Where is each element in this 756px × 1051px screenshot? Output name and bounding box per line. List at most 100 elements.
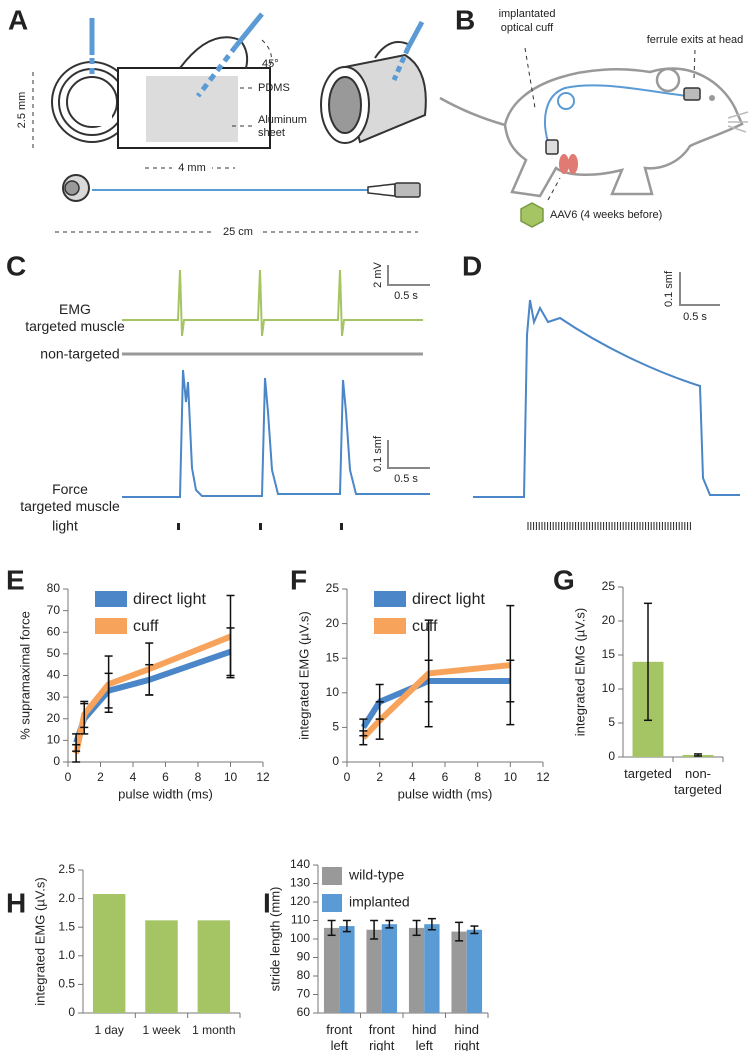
- error-bar: [427, 917, 436, 931]
- y-tick-label: 5: [332, 720, 339, 734]
- y-tick-label: 1.0: [58, 948, 75, 962]
- trace-label: Force targeted muscle: [20, 481, 120, 514]
- x-tick-label: 10: [504, 770, 518, 784]
- error-bar: [470, 925, 479, 935]
- legend-swatch: [322, 894, 342, 912]
- scale-label: 0.5 s: [394, 473, 418, 485]
- x-axis-label: pulse width (ms): [398, 786, 493, 801]
- y-axis-label: % supramaximal force: [17, 611, 32, 740]
- y-tick-label: 1.5: [58, 919, 75, 933]
- x-tick-label-line: hind: [412, 1022, 437, 1037]
- error-bar: [694, 753, 702, 757]
- traces: [122, 265, 740, 530]
- y-tick-label: 0.5: [58, 977, 75, 991]
- scale-label: 0.1 smf: [663, 270, 675, 307]
- y-tick-label: 110: [291, 913, 310, 927]
- error-bar: [455, 921, 464, 942]
- trace-label: light: [52, 518, 78, 534]
- x-tick-label: front left: [326, 1022, 352, 1051]
- x-tick-label: front right: [369, 1022, 395, 1051]
- panel-label: I: [263, 887, 271, 918]
- x-tick-label-line: left: [416, 1038, 434, 1051]
- y-tick-label: 80: [47, 581, 61, 595]
- y-tick-label: 70: [297, 987, 311, 1001]
- legend-label: cuff: [133, 618, 159, 635]
- x-tick-label: 10: [224, 770, 238, 784]
- panel-label: H: [6, 887, 26, 918]
- x-tick-label: targeted: [624, 766, 672, 781]
- y-tick-label: 100: [290, 931, 310, 945]
- x-tick-label: 0: [65, 770, 72, 784]
- x-tick-label-line: left: [331, 1038, 349, 1051]
- panel-label: G: [553, 564, 575, 595]
- y-tick-label: 90: [297, 950, 311, 964]
- material-label: PDMS: [258, 82, 290, 94]
- bar: [408, 927, 425, 1013]
- y-tick-label: 0: [332, 754, 339, 768]
- legend-swatch: [374, 618, 406, 634]
- dimension-label: 2.5 mm: [16, 92, 28, 129]
- bar: [366, 929, 382, 1013]
- panel-label: B: [455, 4, 475, 35]
- y-tick-label: 60: [47, 624, 61, 638]
- bar: [451, 931, 467, 1013]
- panel-label: D: [462, 250, 482, 281]
- error-bar: [370, 919, 379, 940]
- trace-label: non-targeted: [40, 346, 119, 362]
- error-bar: [342, 919, 351, 933]
- y-tick-label: 120: [290, 894, 310, 908]
- x-tick-label: 4: [130, 770, 137, 784]
- y-tick-label: 10: [326, 685, 340, 699]
- x-tick-label: 1 week: [142, 1023, 181, 1037]
- y-tick-label: 20: [326, 616, 340, 630]
- x-tick-label-line: right: [369, 1038, 395, 1051]
- x-tick-label: 2: [97, 770, 104, 784]
- y-tick-label: 50: [47, 646, 61, 660]
- data-line: [361, 662, 511, 740]
- y-tick-label: 40: [47, 668, 61, 682]
- legend-label: cuff: [412, 618, 438, 635]
- y-tick-label: 60: [297, 1005, 311, 1019]
- y-tick-label: 2.0: [58, 891, 75, 905]
- x-tick-label: non-targeted: [674, 766, 722, 797]
- bar: [381, 924, 398, 1013]
- x-tick-label: 8: [474, 770, 481, 784]
- legend-label: wild-type: [348, 867, 404, 883]
- x-tick-label-line: front: [326, 1022, 352, 1037]
- scale-label: 0.1 smf: [372, 435, 384, 472]
- x-tick-label: 0: [344, 770, 351, 784]
- y-tick-label: 0: [608, 749, 615, 763]
- x-tick-label-line: non-: [685, 766, 711, 781]
- annotation: implantated optical cuff: [499, 8, 556, 34]
- x-tick-label: 8: [195, 770, 202, 784]
- y-tick-label: 2.5: [58, 862, 75, 876]
- bar: [424, 924, 440, 1013]
- error-bar: [644, 602, 652, 722]
- x-axis-label: pulse width (ms): [118, 786, 213, 801]
- legend-swatch: [95, 591, 127, 607]
- dimension-label: 4 mm: [178, 162, 206, 174]
- y-tick-label: 25: [326, 581, 340, 595]
- dimension-label: 25 cm: [223, 226, 253, 238]
- scale-label: 0.5 s: [394, 290, 418, 302]
- error-bar: [412, 919, 421, 937]
- error-bar: [359, 730, 368, 746]
- y-tick-label: 70: [47, 603, 61, 617]
- y-tick-label: 30: [47, 689, 61, 703]
- cuff-drawings: [32, 12, 427, 233]
- y-tick-label: 0: [68, 1005, 75, 1019]
- y-axis-label: stride length (mm): [267, 887, 282, 992]
- x-tick-label: 1 month: [192, 1023, 235, 1037]
- x-tick-label-line: hind: [454, 1022, 479, 1037]
- x-tick-label: 1 day: [94, 1023, 123, 1037]
- y-axis-label: integrated EMG (µV.s): [296, 611, 311, 739]
- y-tick-label: 80: [297, 968, 311, 982]
- mouse-drawing: [439, 47, 749, 228]
- legend-swatch: [374, 591, 406, 607]
- angle-label: 45°: [262, 58, 279, 70]
- legend-label: implanted: [349, 894, 410, 910]
- x-tick-label-line: targeted: [674, 782, 722, 797]
- error-bar: [327, 919, 336, 937]
